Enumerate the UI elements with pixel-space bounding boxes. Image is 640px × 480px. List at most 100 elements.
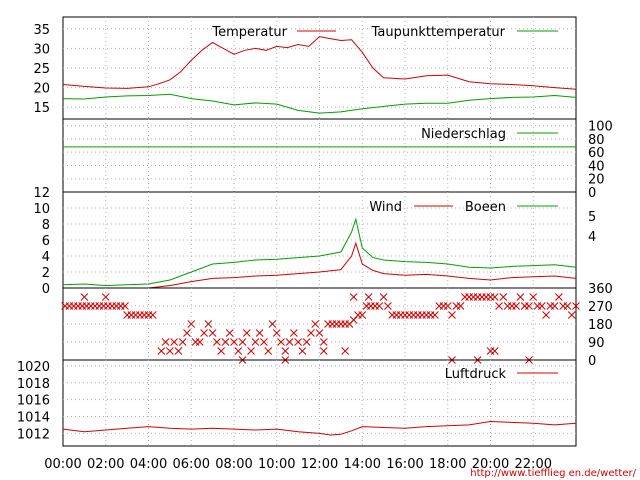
wind-direction-point: [512, 302, 521, 310]
y-tick-label: 10: [33, 202, 50, 217]
wind-direction-point: [225, 329, 234, 337]
y-tick-label: 1020: [17, 360, 50, 375]
wind-direction-point: [302, 338, 311, 346]
wind-direction-point: [264, 347, 273, 355]
x-tick-label: 16:00: [386, 457, 423, 472]
wind-direction-point: [148, 311, 157, 319]
wind-direction-point: [490, 347, 499, 355]
wind-direction-point: [364, 293, 373, 301]
y-tick-label: 0: [588, 354, 596, 369]
panel-3: 0 90 180 270 360: [61, 282, 613, 369]
y-tick-label: 100: [588, 120, 613, 135]
wind-direction-point: [204, 320, 213, 328]
wind-direction-point: [525, 302, 533, 310]
wind-direction-point: [315, 329, 324, 337]
wind-direction-point: [195, 338, 204, 346]
legend-label: Wind: [369, 200, 402, 215]
y-tick-label: 6: [42, 234, 50, 249]
wind-direction-point: [294, 338, 302, 346]
wind-direction-point: [311, 320, 320, 328]
y-tick-label: 35: [33, 23, 50, 38]
legend-label: Boeen: [465, 200, 506, 215]
wind-direction-point: [121, 302, 129, 310]
y-tick-label: 60: [588, 146, 605, 161]
y-tick-label: 20: [33, 82, 50, 97]
wind-direction-point: [349, 316, 358, 324]
y-tick-label: 1016: [17, 394, 50, 409]
wind-direction-point: [349, 293, 358, 301]
credit-link[interactable]: http://www.tiefflieg en.de/wetter/: [470, 468, 636, 479]
wind-direction-point: [166, 347, 174, 355]
y-tick-label: 8: [42, 218, 50, 233]
wind-direction-point: [537, 302, 546, 310]
wind-direction-point: [255, 329, 264, 337]
wind-direction-point: [358, 311, 367, 319]
x-tick-label: 06:00: [173, 457, 210, 472]
series-line-luftdruck: [62, 420, 577, 436]
wind-direction-point: [285, 338, 294, 346]
series-line-taupunkttemperatur: [62, 93, 577, 114]
wind-direction-point: [157, 347, 166, 355]
legend-label: Temperatur: [211, 25, 287, 40]
y-tick-label: 15: [33, 101, 50, 116]
wind-direction-point: [555, 293, 563, 301]
wind-direction-point: [170, 338, 179, 346]
wind-direction-point: [183, 329, 191, 337]
wind-direction-point: [448, 311, 456, 319]
y-tick-label: 90: [588, 336, 605, 351]
wind-direction-point: [379, 293, 388, 301]
wind-direction-point: [161, 338, 170, 346]
wind-direction-point: [490, 293, 499, 301]
wind-direction-point: [268, 320, 277, 328]
x-tick-label: 02:00: [87, 457, 124, 472]
wind-direction-point: [443, 302, 452, 310]
y-tick-label: 180: [588, 318, 613, 333]
x-tick-label: 14:00: [344, 457, 381, 472]
wind-direction-point: [431, 311, 439, 319]
wind-direction-point: [217, 347, 226, 355]
series-line-temperatur: [62, 36, 577, 90]
y-tick-label: 270: [588, 300, 613, 315]
y-tick-label: 0: [42, 282, 50, 297]
wind-direction-point: [80, 293, 89, 301]
wind-direction-point: [298, 347, 307, 355]
wind-direction-point: [341, 347, 350, 355]
wind-direction-point: [384, 302, 392, 310]
x-tick-label: 00:00: [44, 457, 81, 472]
wind-direction-point: [567, 311, 576, 319]
y-tick-label-right: 4: [588, 230, 596, 245]
wind-direction-point: [550, 302, 559, 310]
x-tick-label: 22:00: [515, 457, 552, 472]
wind-direction-point: [242, 329, 251, 337]
wind-direction-point: [260, 338, 268, 346]
x-axis: 00:00 02:00 04:00 06:00 08:00 10:00 12:00 14:00…: [44, 457, 552, 472]
wind-direction-point: [516, 293, 525, 301]
y-tick-label: 1014: [17, 410, 50, 425]
y-tick-label: 30: [33, 42, 50, 57]
wind-direction-point: [208, 329, 217, 337]
y-tick-label: 80: [588, 133, 605, 148]
wind-direction-point: [572, 302, 580, 310]
wind-direction-point: [499, 293, 508, 301]
wind-direction-point: [221, 338, 230, 346]
wind-direction-point: [319, 347, 328, 355]
wind-direction-point: [187, 320, 196, 328]
panel-0: 15 20 25 30 35 Temperatur Taupunkttemperatur: [33, 16, 577, 120]
series-line-boeen: [62, 217, 577, 287]
legend-label: Luftdruck: [445, 367, 507, 382]
y-tick-label: 1018: [17, 377, 50, 392]
x-tick-label: 12:00: [301, 457, 338, 472]
wind-direction-point: [319, 338, 328, 346]
series-line-wind: [63, 241, 577, 289]
wind-direction-point: [200, 329, 208, 337]
wind-direction-point: [375, 302, 384, 310]
wind-direction-point: [529, 293, 538, 301]
legend-label: Niederschlag: [421, 127, 506, 142]
wind-direction-point: [307, 329, 315, 337]
wind-direction-point: [542, 311, 550, 319]
wind-direction-point: [251, 338, 260, 346]
